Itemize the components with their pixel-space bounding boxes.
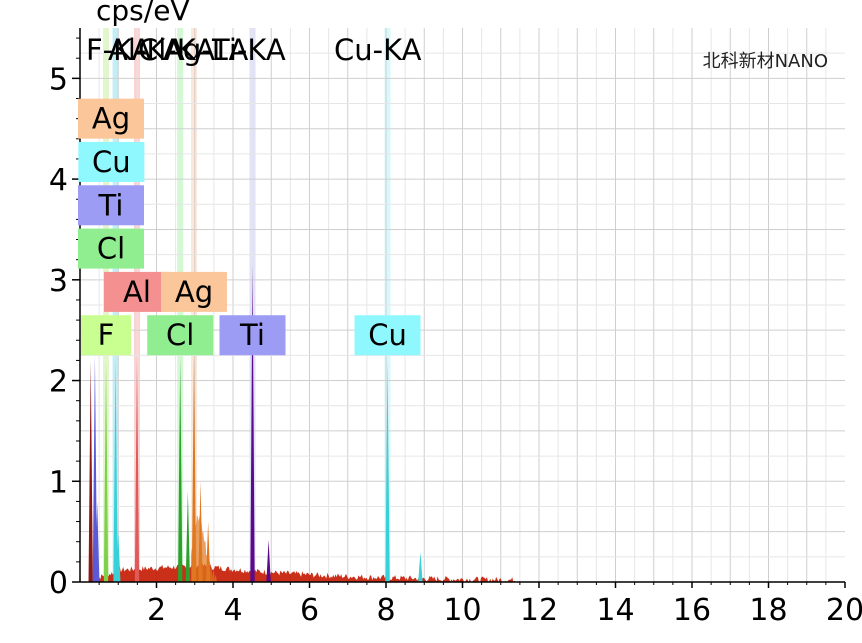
spectrum-peak-5 xyxy=(116,531,121,582)
spectrum-peak-3 xyxy=(103,360,109,582)
element-badge-cl-7: Cl xyxy=(166,318,194,352)
element-badge-bg-7 xyxy=(147,315,214,356)
element-badge-ag-0: Ag xyxy=(92,102,130,136)
spectrum-peak-6 xyxy=(134,355,140,582)
background-spectrum xyxy=(93,514,520,582)
element-badge-ti-2: Ti xyxy=(98,188,124,222)
spectrum-peak-8 xyxy=(185,491,191,582)
spectrum-peak-14 xyxy=(385,360,390,582)
background-continuum xyxy=(93,562,520,582)
element-badge-bg-9 xyxy=(354,315,421,356)
peak-label-top-5: Cu-KA xyxy=(334,33,422,67)
y-tick-label: 4 xyxy=(49,163,68,198)
element-badge-bg-4 xyxy=(103,271,170,312)
x-tick-label: 2 xyxy=(147,593,166,628)
spectrum-peak-15 xyxy=(418,551,423,582)
peak-label-top-4: Ti-KA xyxy=(211,33,286,67)
peak-label-top-1: Al-KA xyxy=(108,33,185,67)
x-tick-label: 4 xyxy=(223,593,242,628)
spectrum-peak-7 xyxy=(178,358,183,582)
peak-label-top-3: Ag-LA xyxy=(163,33,249,67)
spectrum-peak-2 xyxy=(95,501,100,582)
watermark-text: 北科新材NANO xyxy=(703,51,828,72)
x-tick-label: 10 xyxy=(443,593,481,628)
spectrum-peak-4 xyxy=(113,358,118,582)
element-badge-bg-2 xyxy=(78,185,144,226)
y-tick-label: 0 xyxy=(49,566,68,601)
element-badge-cu-9: Cu xyxy=(368,318,407,352)
y-axis-unit-label: cps/eV xyxy=(96,0,190,27)
element-badge-ti-8: Ti xyxy=(239,318,265,352)
x-tick-label: 20 xyxy=(826,593,862,628)
spectrum-peak-10 xyxy=(198,481,203,582)
element-badge-bg-8 xyxy=(219,315,286,356)
y-tick-label: 2 xyxy=(49,365,68,400)
spectrum-peaks xyxy=(88,264,423,582)
x-tick-label: 18 xyxy=(749,593,787,628)
element-badge-cu-1: Cu xyxy=(92,145,131,179)
element-badge-al-4: Al xyxy=(123,275,151,309)
element-badge-cl-3: Cl xyxy=(97,232,125,266)
element-badge-f-6: F xyxy=(98,318,115,352)
element-badge-bg-5 xyxy=(160,271,227,312)
y-tick-label: 1 xyxy=(49,465,68,500)
peak-label-top-0: F-KA xyxy=(86,33,152,67)
spectrum-peak-11 xyxy=(205,521,211,582)
y-tick-label: 5 xyxy=(49,62,68,97)
element-badge-bg-0 xyxy=(78,98,144,139)
peak-label-top-2: Cl-KA xyxy=(138,33,215,67)
element-badge-bg-3 xyxy=(78,228,144,269)
spectrum-peak-12 xyxy=(250,264,255,582)
element-badge-ag-5: Ag xyxy=(175,275,213,309)
spectrum-peak-0 xyxy=(88,360,93,582)
spectrum-peak-13 xyxy=(266,539,271,582)
x-tick-label: 8 xyxy=(376,593,395,628)
element-badge-bg-1 xyxy=(78,141,145,182)
x-tick-label: 6 xyxy=(300,593,319,628)
ag-l-hump xyxy=(190,514,218,582)
y-tick-label: 3 xyxy=(49,264,68,299)
element-badge-bg-6 xyxy=(81,315,132,356)
x-tick-label: 14 xyxy=(596,593,634,628)
spectrum-peak-1 xyxy=(92,355,98,582)
x-tick-label: 12 xyxy=(520,593,558,628)
spectrum-peak-9 xyxy=(191,352,197,582)
x-tick-label: 16 xyxy=(673,593,711,628)
element-badges: Ag Cu Ti Cl Al Ag F Cl Ti Cu xyxy=(78,98,421,356)
